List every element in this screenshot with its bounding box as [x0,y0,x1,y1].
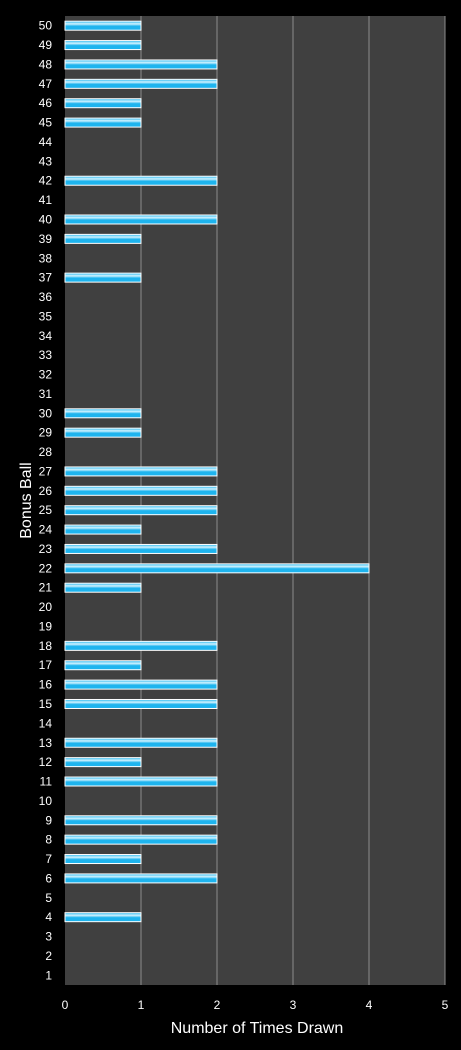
bar-42 [64,175,218,186]
y-tick-labels: 1234567891011121314151617181920212223242… [39,19,53,983]
y-tick-label: 34 [39,329,53,343]
bar-50 [64,20,142,31]
y-tick-label: 38 [39,251,53,265]
x-tick-label: 3 [290,998,297,1012]
bars [64,20,370,923]
y-tick-label: 9 [45,813,52,827]
x-tick-labels: 0 1 2 3 4 5 [62,998,449,1012]
y-tick-label: 12 [39,755,53,769]
bar-47 [64,78,218,89]
y-tick-label: 17 [39,658,53,672]
y-tick-label: 10 [39,794,53,808]
y-tick-label: 13 [39,736,53,750]
bar-39 [64,233,142,244]
bar-6 [64,873,218,884]
bar-30 [64,408,142,419]
y-tick-label: 26 [39,484,53,498]
y-tick-label: 27 [39,464,53,478]
x-tick-label: 4 [366,998,373,1012]
y-tick-label: 32 [39,368,53,382]
bar-11 [64,776,218,787]
bar-7 [64,854,142,865]
y-tick-label: 23 [39,542,53,556]
bar-16 [64,679,218,690]
y-tick-label: 22 [39,561,53,575]
y-tick-label: 31 [39,387,53,401]
y-tick-label: 30 [39,406,53,420]
y-tick-label: 25 [39,503,53,517]
bar-13 [64,737,218,748]
y-tick-label: 49 [39,38,53,52]
bar-9 [64,815,218,826]
y-tick-label: 42 [39,174,53,188]
y-tick-label: 39 [39,232,53,246]
bar-15 [64,698,218,709]
bar-45 [64,117,142,128]
x-tick-label: 5 [442,998,449,1012]
bar-37 [64,272,142,283]
y-tick-label: 15 [39,697,53,711]
y-tick-label: 1 [45,968,52,982]
y-tick-label: 44 [39,135,53,149]
y-tick-label: 48 [39,57,53,71]
y-tick-label: 29 [39,426,53,440]
bar-22 [64,563,370,574]
x-axis-title: Number of Times Drawn [171,1020,344,1037]
y-tick-label: 33 [39,348,53,362]
bar-48 [64,59,218,70]
bar-29 [64,427,142,438]
bar-4 [64,912,142,923]
bar-46 [64,98,142,109]
y-tick-label: 3 [45,930,52,944]
y-tick-label: 8 [45,833,52,847]
bar-18 [64,640,218,651]
x-tick-label: 1 [138,998,145,1012]
y-tick-label: 4 [45,910,52,924]
y-tick-label: 5 [45,891,52,905]
bar-26 [64,485,218,496]
y-tick-label: 36 [39,290,53,304]
bar-25 [64,505,218,516]
y-tick-label: 41 [39,193,53,207]
y-tick-label: 47 [39,77,53,91]
y-tick-label: 21 [39,581,53,595]
y-tick-label: 7 [45,852,52,866]
y-tick-label: 6 [45,871,52,885]
y-tick-label: 16 [39,678,53,692]
y-tick-label: 35 [39,309,53,323]
bar-21 [64,582,142,593]
y-tick-label: 24 [39,523,53,537]
bar-8 [64,834,218,845]
bar-17 [64,660,142,671]
bar-40 [64,214,218,225]
y-tick-label: 45 [39,116,53,130]
y-tick-label: 2 [45,949,52,963]
y-tick-label: 43 [39,154,53,168]
y-tick-label: 14 [39,716,53,730]
y-tick-label: 19 [39,619,53,633]
x-tick-label: 2 [214,998,221,1012]
y-tick-label: 46 [39,96,53,110]
x-tick-label: 0 [62,998,69,1012]
y-tick-label: 40 [39,212,53,226]
bar-24 [64,524,142,535]
y-tick-label: 11 [40,775,53,789]
bar-27 [64,466,218,477]
y-tick-label: 20 [39,600,53,614]
y-tick-label: 18 [39,639,53,653]
bar-23 [64,543,218,554]
y-tick-label: 50 [39,19,53,33]
y-tick-label: 37 [39,271,53,285]
bar-12 [64,757,142,768]
y-tick-label: 28 [39,445,53,459]
y-axis-title: Bonus Ball [18,462,35,539]
bar-49 [64,40,142,51]
